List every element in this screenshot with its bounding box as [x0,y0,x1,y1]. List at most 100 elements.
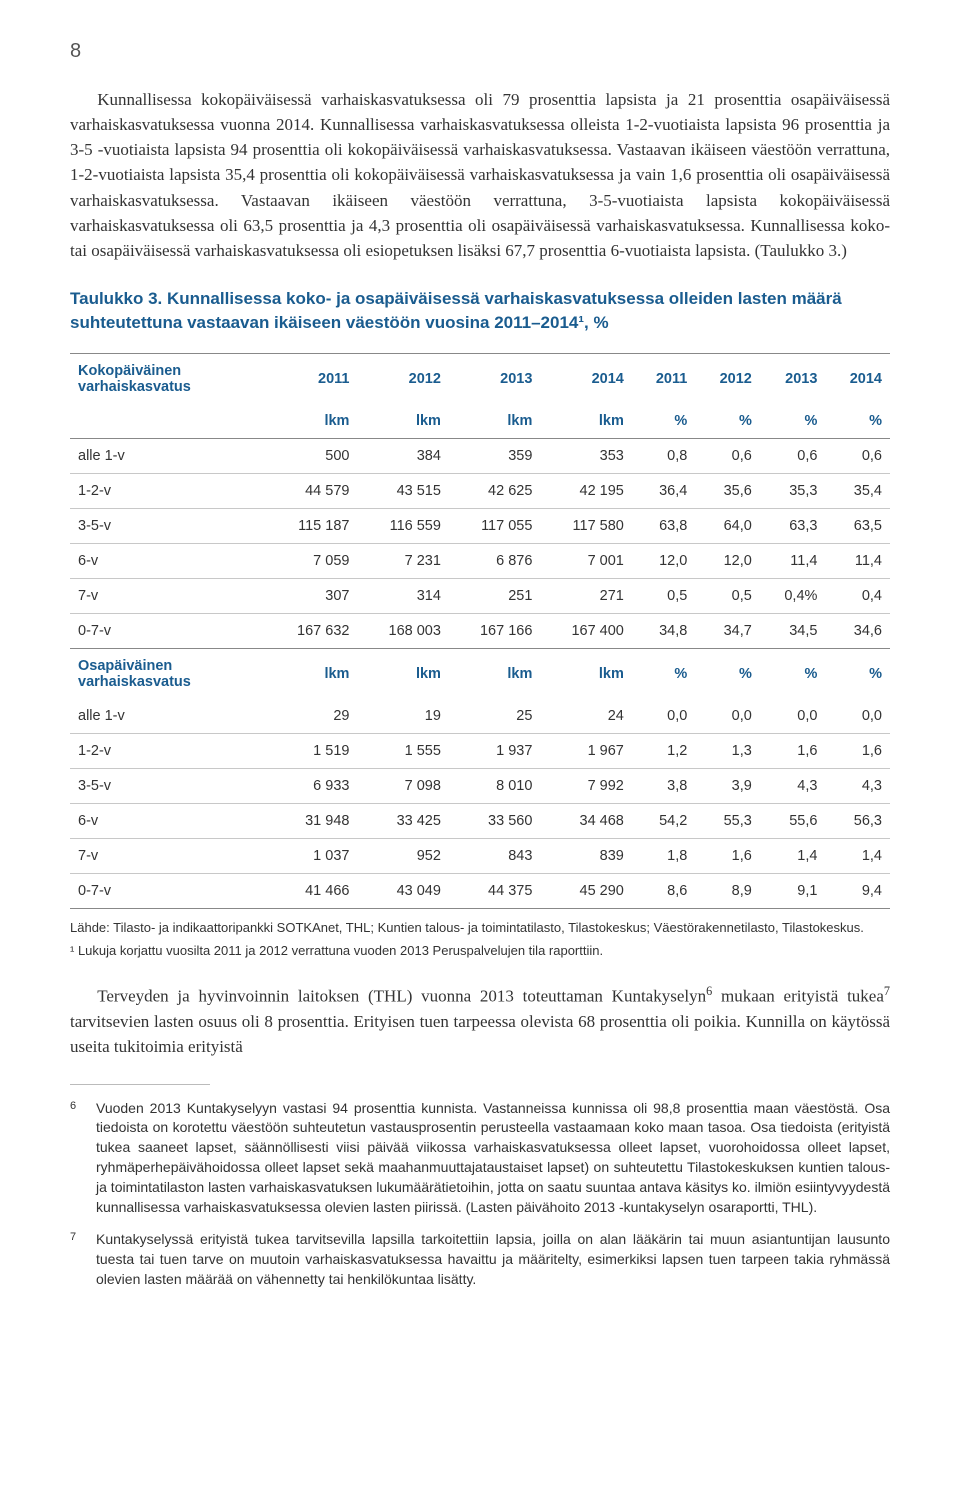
cell: 41 466 [266,873,357,908]
cell: 251 [449,578,540,613]
cell: 1,3 [695,733,760,768]
cell: 6 933 [266,768,357,803]
cell: 167 166 [449,613,540,648]
table-row: alle 1-v291925240,00,00,00,0 [70,699,890,734]
cell: 314 [357,578,448,613]
cell: 1,6 [825,733,890,768]
cell: 168 003 [357,613,448,648]
year-col: 2011 [266,353,357,404]
cell: 4,3 [825,768,890,803]
unit-col: lkm [449,404,540,439]
table-section-2-header: Osapäiväinen varhaiskasvatus lkm lkm lkm… [70,648,890,699]
unit-col: % [760,404,826,439]
cell: 0,5 [632,578,695,613]
cell: 1,4 [760,838,826,873]
cell: 1 519 [266,733,357,768]
row-label: 0-7-v [70,613,266,648]
cell: 8 010 [449,768,540,803]
cell: 55,3 [695,803,760,838]
cell: 0,6 [695,438,760,473]
footnote-separator [70,1084,210,1085]
cell: 12,0 [695,543,760,578]
cell: 1,6 [695,838,760,873]
cell: 6 876 [449,543,540,578]
table-row: 3-5-v6 9337 0988 0107 9923,83,94,34,3 [70,768,890,803]
unit-col: lkm [357,404,448,439]
cell: 63,3 [760,508,826,543]
cell: 0,4% [760,578,826,613]
table-row: 6-v7 0597 2316 8767 00112,012,011,411,4 [70,543,890,578]
cell: 0,5 [695,578,760,613]
cell: 7 098 [357,768,448,803]
cell: 43 515 [357,473,448,508]
unit-col: lkm [266,648,357,699]
row-label: 0-7-v [70,873,266,908]
cell: 34 468 [540,803,631,838]
document-page: 8 Kunnallisessa kokopäiväisessä varhaisk… [0,0,960,1351]
cell: 7 001 [540,543,631,578]
cell: 0,0 [760,699,826,734]
table-section-1-header: Kokopäiväinen varhaiskasvatus 2011 2012 … [70,353,890,404]
cell: 33 425 [357,803,448,838]
row-label: 7-v [70,838,266,873]
paragraph-1: Kunnallisessa kokopäiväisessä varhaiskas… [70,87,890,263]
cell: 11,4 [825,543,890,578]
year-col: 2014 [540,353,631,404]
unit-col: % [632,648,695,699]
unit-col: % [695,404,760,439]
row-label: alle 1-v [70,438,266,473]
table-source: Lähde: Tilasto- ja indikaattoripankki SO… [70,919,890,938]
cell: 7 992 [540,768,631,803]
table-footnotes: Lähde: Tilasto- ja indikaattoripankki SO… [70,919,890,961]
cell: 0,8 [632,438,695,473]
year-col: 2012 [695,353,760,404]
year-col: 2013 [449,353,540,404]
table-footnote-1: ¹ Lukuja korjattu vuosilta 2011 ja 2012 … [70,942,890,961]
table-title: Taulukko 3. Kunnallisessa koko- ja osapä… [70,287,890,335]
cell: 55,6 [760,803,826,838]
cell: 25 [449,699,540,734]
cell: 384 [357,438,448,473]
cell: 839 [540,838,631,873]
row-label: 7-v [70,578,266,613]
unit-col: % [632,404,695,439]
cell: 117 055 [449,508,540,543]
table-row: 3-5-v115 187116 559117 055117 58063,864,… [70,508,890,543]
cell: 34,6 [825,613,890,648]
cell: 1 937 [449,733,540,768]
row-label: alle 1-v [70,699,266,734]
cell: 0,4 [825,578,890,613]
cell: 1 555 [357,733,448,768]
cell: 31 948 [266,803,357,838]
cell: 843 [449,838,540,873]
cell: 24 [540,699,631,734]
cell: 116 559 [357,508,448,543]
cell: 0,0 [632,699,695,734]
cell: 9,4 [825,873,890,908]
table-row: 7-v1 0379528438391,81,61,41,4 [70,838,890,873]
cell: 56,3 [825,803,890,838]
cell: 3,8 [632,768,695,803]
table-row: 0-7-v41 46643 04944 37545 2908,68,99,19,… [70,873,890,908]
cell: 1 037 [266,838,357,873]
row-label: 1-2-v [70,733,266,768]
unit-col: lkm [266,404,357,439]
cell: 43 049 [357,873,448,908]
cell: 359 [449,438,540,473]
cell: 0,6 [760,438,826,473]
table-row: 6-v31 94833 42533 56034 46854,255,355,65… [70,803,890,838]
cell: 35,4 [825,473,890,508]
cell: 54,2 [632,803,695,838]
cell: 7 231 [357,543,448,578]
cell: 9,1 [760,873,826,908]
cell: 36,4 [632,473,695,508]
cell: 19 [357,699,448,734]
year-col: 2013 [760,353,826,404]
cell: 500 [266,438,357,473]
cell: 0,0 [825,699,890,734]
row-label: 3-5-v [70,508,266,543]
cell: 29 [266,699,357,734]
year-col: 2014 [825,353,890,404]
cell: 63,8 [632,508,695,543]
cell: 34,7 [695,613,760,648]
